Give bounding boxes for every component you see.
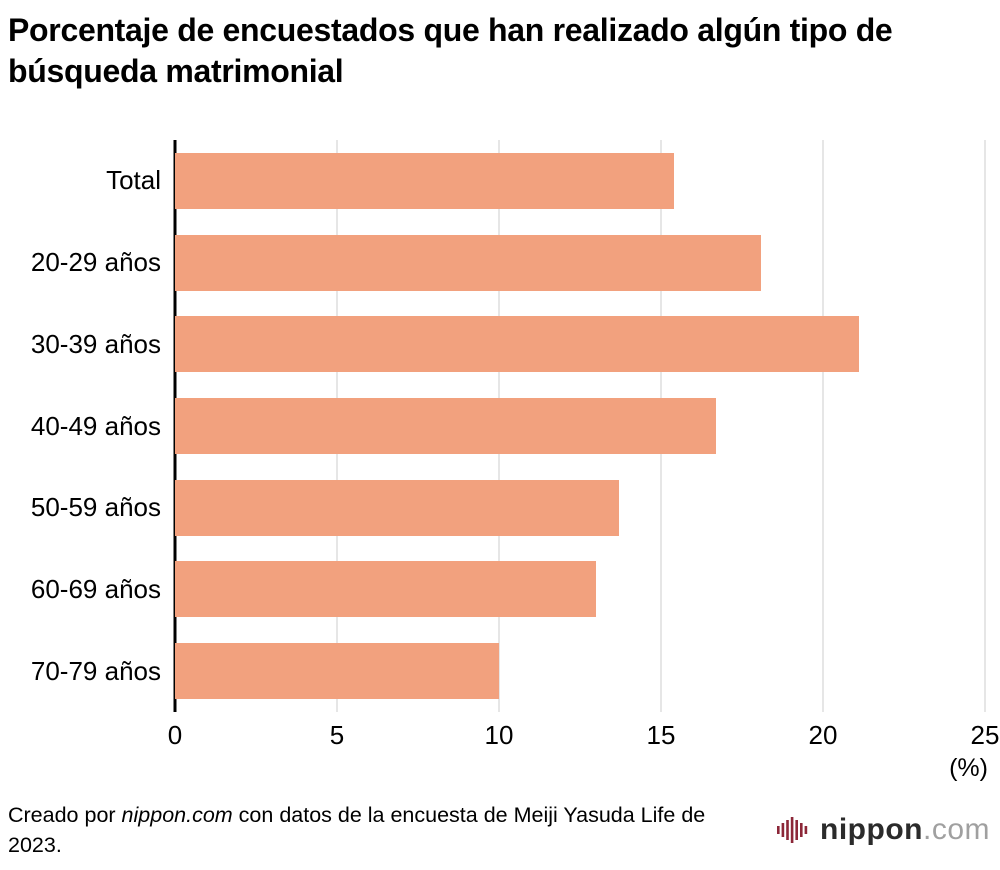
bar-rows: Total 20-29 años 30-39 años 40-49 años 50-59… xyxy=(10,140,985,712)
x-axis: 0 5 10 15 20 25 xyxy=(168,716,1000,752)
category-label: 70-79 años xyxy=(30,655,161,686)
x-tick-label: 15 xyxy=(646,720,676,750)
logo-text-suffix: .com xyxy=(922,813,990,846)
bar-row: 50-59 años xyxy=(10,467,985,549)
bar xyxy=(175,152,674,209)
bar-row: 70-79 años xyxy=(10,630,985,712)
nippon-logo: nippon.com xyxy=(775,812,990,848)
category-label: 60-69 años xyxy=(30,573,161,604)
bar-track xyxy=(175,222,985,304)
bar-row: 60-69 años xyxy=(10,549,985,631)
category-label: Total xyxy=(106,165,161,196)
bar xyxy=(175,234,762,291)
bar xyxy=(175,643,499,700)
chart-title: Porcentaje de encuestados que han realiz… xyxy=(8,12,893,89)
logo-text-main: nippon xyxy=(820,813,923,846)
x-tick-label: 5 xyxy=(329,720,345,750)
bar-chart: Total 20-29 años 30-39 años 40-49 años 50-59… xyxy=(10,140,986,712)
x-axis-unit-label: (%) xyxy=(949,754,988,782)
bar-track xyxy=(175,303,985,385)
credit-text: Creado por nippon.com con datos de la en… xyxy=(8,800,728,860)
credit-prefix: Creado por xyxy=(8,802,122,827)
bar-track xyxy=(175,549,985,631)
credit-source: nippon.com xyxy=(121,802,233,827)
bar-track xyxy=(175,385,985,467)
x-tick-label: 0 xyxy=(167,720,183,750)
soundwave-bars-icon xyxy=(777,817,808,843)
x-tick-label: 10 xyxy=(484,720,514,750)
bar-track xyxy=(175,467,985,549)
x-tick-label: 25 xyxy=(970,720,1000,750)
bar xyxy=(175,561,597,618)
x-tick-label: 20 xyxy=(808,720,838,750)
category-label: 20-29 años xyxy=(30,247,161,278)
bar-row: Total xyxy=(10,140,985,222)
bar xyxy=(175,398,717,455)
bar-row: 30-39 años xyxy=(10,303,985,385)
category-label: 30-39 años xyxy=(30,328,161,359)
gridline xyxy=(984,140,986,712)
bar xyxy=(175,479,619,536)
category-label: 40-49 años xyxy=(30,410,161,441)
credit-suffix: con datos de la encuesta de Meiji Yasuda… xyxy=(8,802,706,857)
category-label: 50-59 años xyxy=(30,492,161,523)
bar-row: 20-29 años xyxy=(10,222,985,304)
bar xyxy=(175,316,859,373)
logo-text: nippon.com xyxy=(820,813,990,847)
bar-row: 40-49 años xyxy=(10,385,985,467)
gridline xyxy=(822,140,824,712)
bar-track xyxy=(175,140,985,222)
bar-track xyxy=(175,630,985,712)
